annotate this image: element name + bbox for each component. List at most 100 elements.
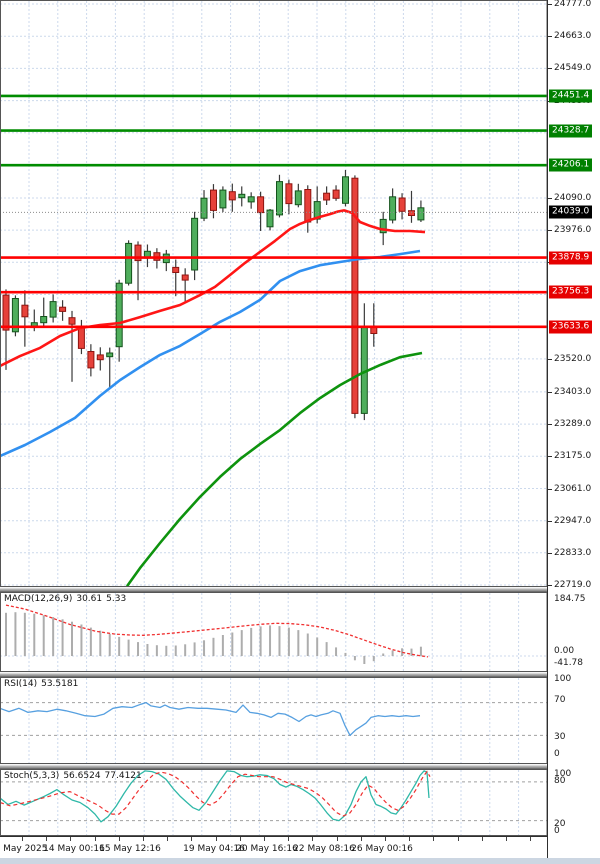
price-tick-mark [548, 230, 552, 232]
support-price-badge: 23633.6 [549, 320, 593, 334]
candle-body [191, 217, 199, 271]
price-tick-label: 22947.0 [554, 515, 592, 526]
macd-label: MACD(12,26,9) 30.61 5.33 [4, 594, 130, 604]
macd-axis-label: -41.78 [554, 658, 584, 668]
time-tick-label: 2 May 2025 [0, 844, 48, 854]
support-price-badge: 23878.9 [549, 251, 593, 265]
price-tick-mark [548, 552, 552, 554]
candle-body [96, 354, 104, 361]
time-tick-mark [94, 837, 96, 841]
time-tick-label: 20 May 16:16 [236, 844, 298, 854]
macd-signal-line [5, 604, 429, 658]
current-price-badge: 24039.0 [549, 205, 593, 219]
time-tick-mark [191, 837, 193, 841]
time-tick-mark [336, 837, 338, 841]
time-tick-mark [409, 837, 411, 841]
rsi-name: RSI(14) [4, 679, 38, 689]
candle-body [351, 177, 359, 414]
price-tick-mark [548, 36, 552, 38]
candle-body [181, 274, 189, 281]
price-tick-mark [548, 456, 552, 458]
panel-splitter-rsi[interactable] [0, 672, 600, 677]
panel-splitter-macd[interactable] [0, 587, 600, 592]
time-tick-mark [22, 837, 23, 841]
candle-body [219, 189, 227, 209]
price-tick-label: 24777.0 [554, 0, 592, 9]
candle-body [77, 326, 85, 349]
window-bottom-strip [0, 858, 600, 864]
candle-body [40, 316, 48, 324]
stoch-value-d: 77.4121 [104, 771, 142, 781]
price-tick-mark [548, 424, 552, 426]
candle-body [210, 189, 217, 211]
candle-body [276, 181, 283, 216]
stoch-label: Stoch(5,3,3) 56.6524 77.4121 [4, 771, 146, 781]
candle-body [228, 191, 236, 201]
macd-value-signal: 5.33 [106, 594, 127, 604]
candle-body [87, 351, 95, 369]
candle-body [266, 209, 274, 228]
time-tick-mark [288, 837, 290, 841]
candle-body [332, 189, 340, 199]
time-tick-mark [312, 837, 314, 841]
rsi-axis-label: 70 [554, 695, 566, 705]
panel-frame [0, 592, 548, 672]
candle-body [238, 193, 246, 199]
resistance-price-badge: 24451.4 [549, 89, 593, 103]
time-tick-mark [46, 837, 48, 841]
time-tick-mark [239, 837, 241, 841]
candle-body [200, 197, 208, 219]
price-tick-mark [548, 4, 552, 5]
stoch-axis-label: 0 [554, 826, 560, 836]
candle-body [257, 196, 265, 214]
rsi-axis-label: 0 [554, 749, 560, 759]
candle-body [417, 207, 425, 221]
price-tick-mark [548, 68, 552, 70]
price-tick-label: 24663.0 [554, 31, 592, 42]
rsi-value: 53.5181 [41, 679, 79, 689]
price-tick-mark [548, 488, 552, 490]
time-tick-mark [457, 837, 459, 841]
candle-body [134, 244, 142, 262]
macd-value-main: 30.61 [76, 594, 103, 604]
rsi-line [0, 701, 421, 737]
time-tick-mark [143, 837, 144, 841]
candle-body [125, 242, 133, 284]
price-tick-mark [548, 585, 552, 586]
candle-body [115, 282, 123, 348]
price-tick-label: 23403.0 [554, 386, 592, 397]
time-tick-mark [118, 837, 120, 841]
price-tick-label: 24090.0 [554, 193, 592, 203]
ma-slow-green-line [125, 351, 423, 587]
time-tick-mark [433, 837, 435, 841]
price-axis[interactable]: 24777.024663.024549.024435.024090.023976… [547, 0, 600, 858]
macd-axis-label: 0.00 [554, 646, 575, 656]
rsi-axis-label: 100 [554, 674, 572, 684]
price-tick-mark [548, 358, 552, 360]
price-tick-label: 23175.0 [554, 451, 592, 462]
candle-body [2, 294, 10, 331]
resistance-price-badge: 24328.7 [549, 124, 593, 138]
stoch-axis-label: 20 [554, 819, 566, 829]
price-tick-label: 23061.0 [554, 483, 592, 494]
price-tick-mark [548, 520, 552, 522]
price-tick-label: 23289.0 [554, 419, 592, 430]
price-tick-label: 24549.0 [554, 63, 592, 74]
candle-body [323, 192, 331, 201]
panel-splitter-stoch[interactable] [0, 764, 600, 769]
candle-body [304, 189, 312, 223]
time-tick-mark [167, 837, 169, 841]
ma-mid-blue-line [0, 249, 421, 458]
rsi-axis-label: 30 [554, 732, 566, 742]
time-tick-mark [264, 837, 265, 841]
candle-body [389, 196, 397, 221]
price-tick-mark [548, 198, 552, 199]
time-tick-mark [481, 837, 483, 841]
time-tick-label: 14 May 00:16 [43, 844, 105, 854]
candle-body [68, 317, 76, 325]
time-tick-mark [385, 837, 386, 841]
stoch-axis-label: 80 [554, 776, 566, 786]
time-tick-mark [530, 837, 532, 841]
